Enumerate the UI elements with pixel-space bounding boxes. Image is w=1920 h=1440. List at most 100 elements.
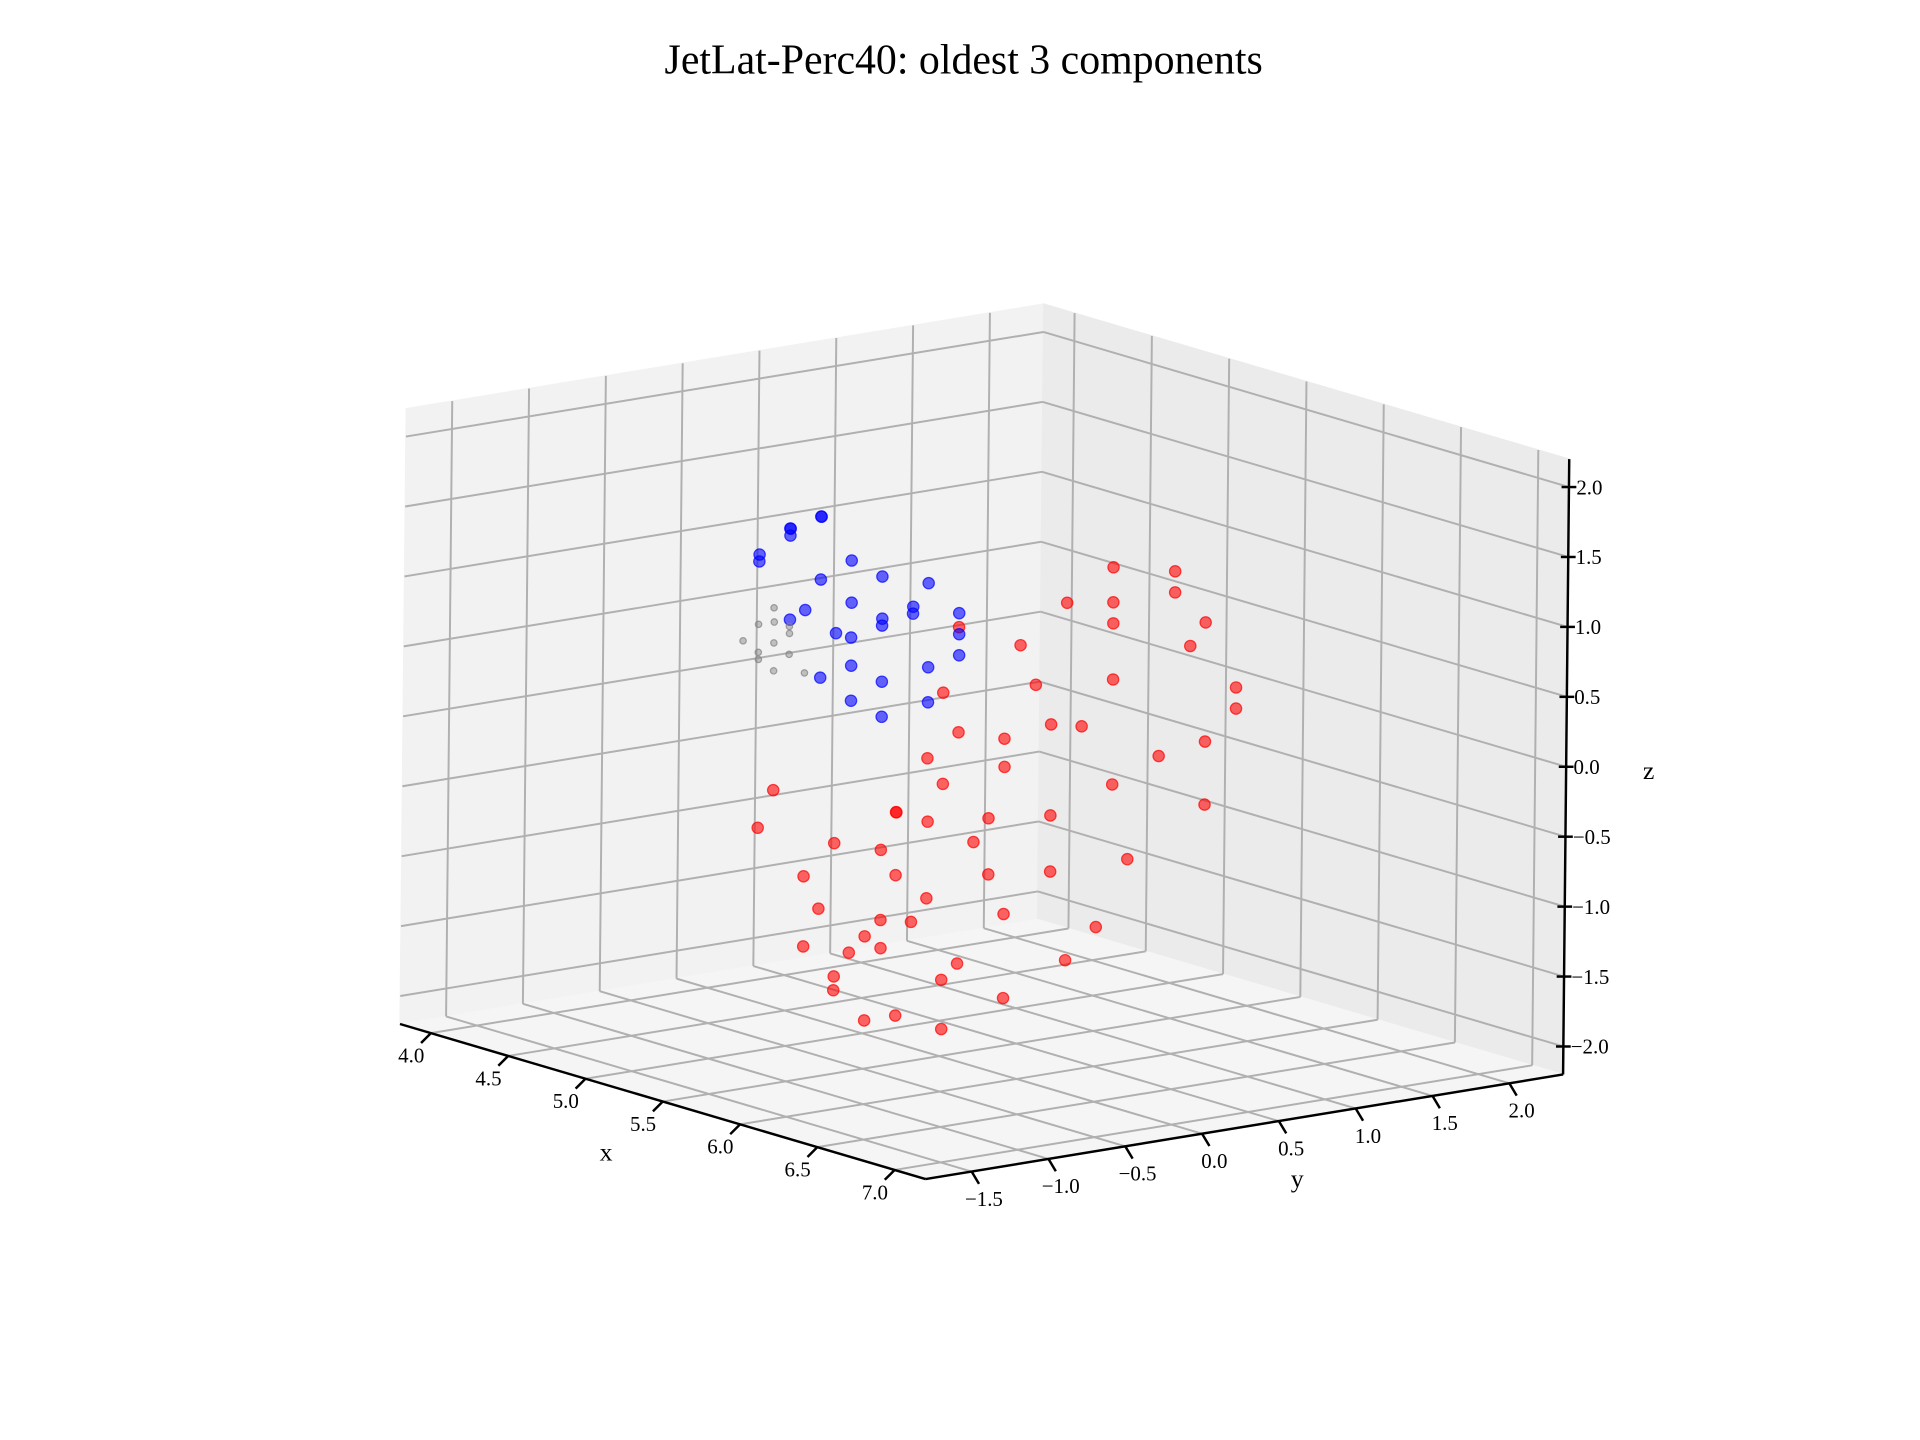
point (952, 649, 966, 662)
point (814, 573, 828, 586)
grid-line (508, 950, 1146, 1057)
point (936, 686, 950, 699)
point (952, 627, 966, 641)
grid-line (404, 470, 1043, 578)
point (1199, 616, 1212, 629)
y-axis-label: y (1291, 1164, 1304, 1193)
y-tick-label: 2.0 (1509, 1099, 1535, 1123)
point (997, 907, 1010, 921)
point (906, 607, 920, 620)
point (796, 940, 810, 953)
z-tick-label: 1.5 (1576, 545, 1602, 569)
y-tick (1277, 1120, 1288, 1135)
point (785, 629, 794, 638)
point (934, 973, 948, 987)
x-tick-label: 5.0 (553, 1089, 579, 1113)
point (904, 915, 918, 929)
grid-line (1041, 470, 1568, 628)
point (1198, 798, 1211, 811)
point (1105, 778, 1119, 791)
point (844, 631, 858, 644)
point (952, 726, 965, 739)
point (874, 913, 887, 927)
grid-line (753, 965, 1280, 1123)
point (888, 1009, 902, 1022)
point (876, 570, 889, 583)
point (1152, 749, 1165, 763)
x-axis-label: x (600, 1137, 613, 1166)
point (798, 603, 812, 617)
grid-line (585, 973, 1224, 1080)
point (952, 606, 966, 620)
grid-line (894, 1064, 1533, 1171)
z-tick-label: −2.0 (1571, 1035, 1609, 1059)
y-tick-label: 0.5 (1278, 1136, 1304, 1160)
point (842, 946, 856, 959)
grid-line (1040, 610, 1567, 768)
point (1168, 586, 1182, 599)
y-tick (970, 1170, 981, 1185)
point (845, 596, 858, 609)
point (1121, 852, 1134, 866)
point (889, 805, 903, 819)
grid-line (983, 927, 1510, 1085)
point (1043, 865, 1057, 878)
point (1058, 953, 1072, 967)
point (1029, 678, 1043, 692)
point (920, 892, 933, 905)
grid-line (906, 939, 1433, 1097)
grid-line (1037, 890, 1564, 1048)
y-tick-label: −1.0 (1042, 1174, 1080, 1198)
point (996, 991, 1010, 1005)
point (967, 835, 980, 849)
point (875, 619, 889, 632)
x-tick (652, 1100, 664, 1113)
grid-line (662, 995, 1301, 1103)
point (784, 522, 797, 535)
grid-line (829, 952, 1356, 1110)
point (844, 659, 858, 672)
point (1107, 560, 1120, 574)
z-axis-label: z (1643, 756, 1654, 785)
x-tick (574, 1077, 587, 1090)
point (826, 983, 840, 997)
y-tick-label: 0.0 (1201, 1149, 1227, 1173)
grid-line (405, 400, 1043, 508)
point (889, 868, 902, 882)
z-tick-label: −0.5 (1573, 825, 1611, 849)
grid-line (817, 1041, 1456, 1149)
grid-line (1041, 540, 1568, 698)
point (827, 836, 841, 850)
grid-line (1042, 400, 1569, 558)
z-tick-label: 1.0 (1575, 615, 1601, 639)
grid-line (1038, 750, 1566, 908)
point (845, 554, 859, 567)
y-tick (1047, 1158, 1057, 1172)
point (1075, 720, 1088, 733)
point (874, 941, 887, 955)
point (829, 626, 843, 640)
point (1014, 638, 1027, 652)
point (998, 732, 1011, 746)
grid-line (1043, 331, 1570, 488)
x-tick-label: 7.0 (862, 1180, 888, 1204)
y-tick-label: 1.0 (1355, 1124, 1381, 1148)
grid-line (400, 890, 1038, 997)
point (1168, 565, 1182, 578)
y-tick (1124, 1145, 1134, 1160)
point (857, 1014, 871, 1027)
point (874, 843, 888, 857)
x-tick-label: 4.0 (398, 1044, 424, 1068)
x-tick (806, 1146, 819, 1158)
z-tick-label: 0.0 (1574, 755, 1600, 779)
y-tick-label: −1.5 (965, 1187, 1003, 1211)
point (785, 650, 793, 659)
grid-line (430, 927, 1069, 1035)
point (739, 637, 747, 645)
point (797, 870, 810, 883)
grid-line (599, 990, 1126, 1148)
grid-line (739, 1018, 1378, 1126)
grid-line (402, 680, 1041, 788)
grid-line (403, 540, 1042, 648)
point (922, 576, 935, 590)
